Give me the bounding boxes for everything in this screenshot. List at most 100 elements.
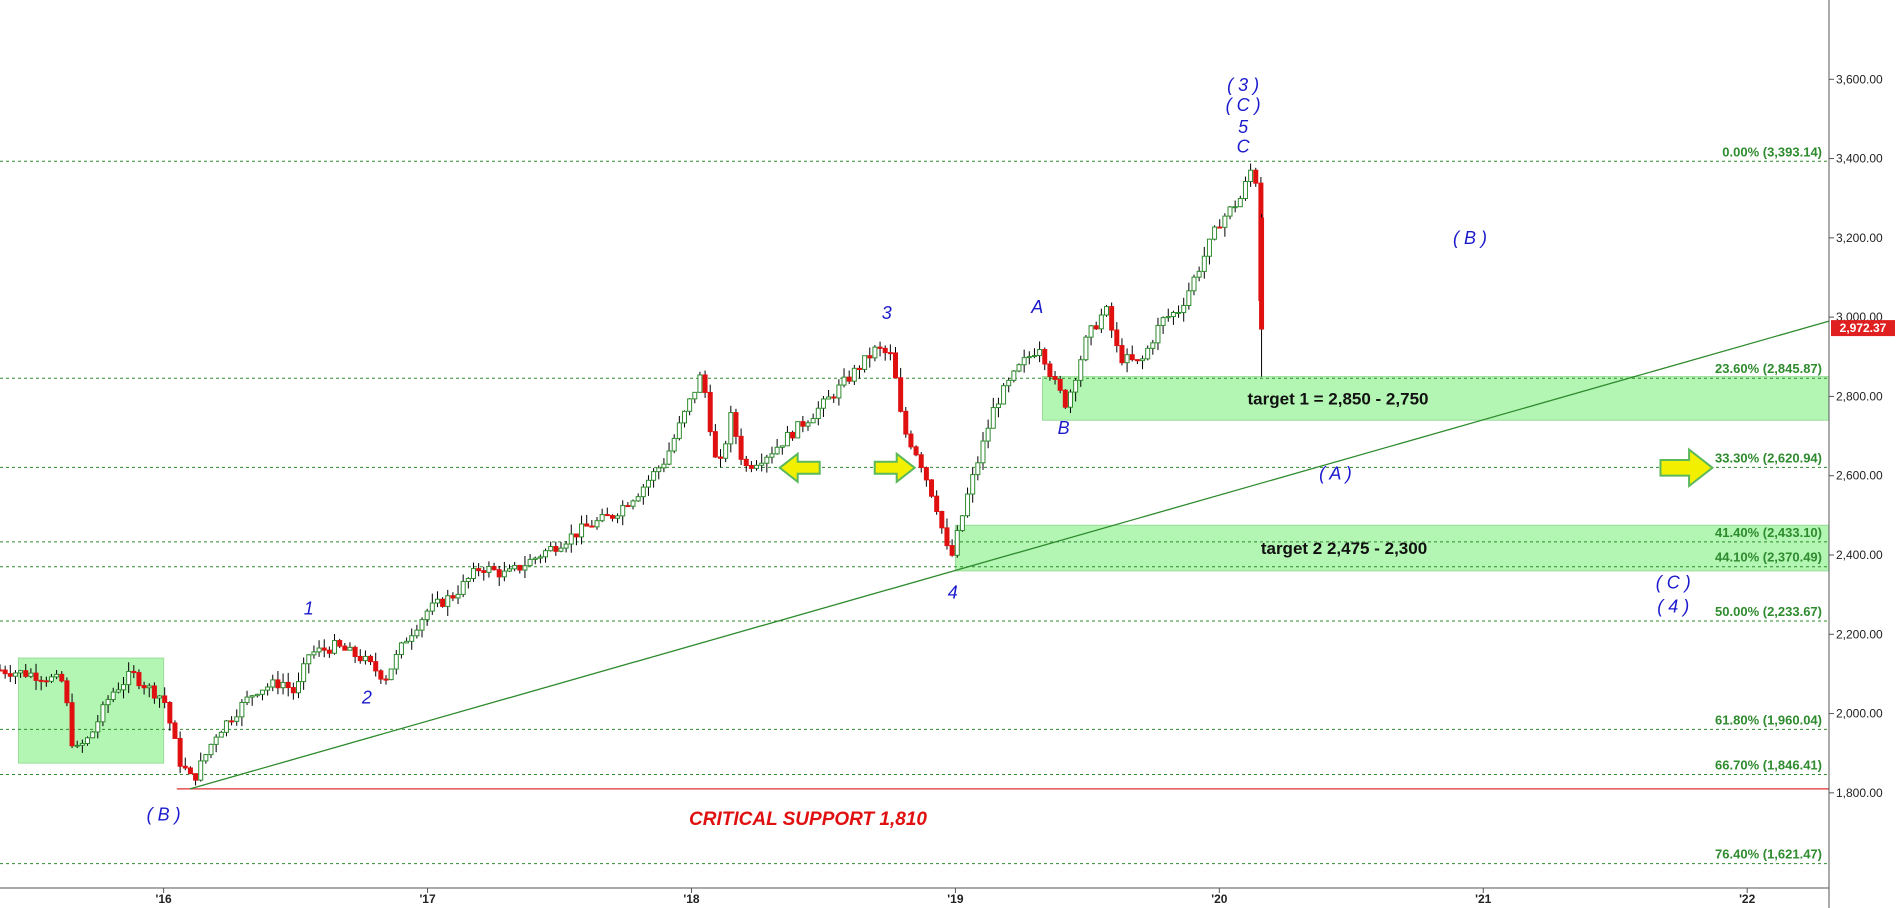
candle-body [615,515,621,519]
candle-body [1217,226,1223,229]
candle-body [1114,329,1120,347]
fib-label: 41.40% (2,433.10) [1715,525,1822,540]
candle-body [388,668,394,681]
candle-body [1026,356,1032,359]
candle-body [887,352,893,355]
target-zone [17,657,165,764]
critical-support: CRITICAL SUPPORT 1,810 [176,788,1829,830]
candle-body [491,566,497,571]
current-price-badge [1831,320,1895,337]
candle-body [573,533,579,538]
arrow-markers [778,447,1715,489]
support-label: CRITICAL SUPPORT 1,810 [689,809,927,830]
candle-body [470,568,476,580]
candle-body [985,427,991,442]
candle-body [90,731,96,739]
candle-body [84,737,90,745]
wave-label: ( 4 ) [1657,596,1689,616]
candle-body [440,598,446,607]
candle-body [944,527,950,547]
candle-body [105,699,111,706]
candle-body [1078,359,1084,381]
candle-body [692,391,698,400]
target-zone [1042,376,1830,421]
candle-body [543,550,549,558]
candle-body [321,647,327,651]
candle-body [651,471,657,481]
candle-body [347,646,353,651]
candle-body [295,681,301,694]
candle-body [892,352,898,379]
candle-body [383,678,389,681]
candle-body [1155,324,1161,344]
candle-body [326,649,332,654]
candle-body [424,610,430,621]
candle-body [337,640,343,647]
candle-body [1088,325,1094,338]
candle-body [187,767,193,775]
candle-body [157,695,163,699]
candle-body [74,744,80,747]
candle-body [507,568,513,572]
candle-body [779,445,785,448]
candle-body [193,773,199,781]
candle-body [136,672,142,687]
candle-body [198,760,204,781]
candle-body [280,681,286,689]
candle-body [975,462,981,476]
candle-body [12,672,18,677]
candle-body [532,557,538,560]
candle-body [594,520,600,528]
y-tick-label: 2,600.00 [1836,469,1883,483]
wave-label: ( A ) [1319,464,1352,484]
candle-body [501,570,507,578]
candle-body [404,640,410,644]
candle-body [1176,311,1182,314]
current-price-label: 2,972.37 [1840,321,1887,335]
candle-body [563,543,569,549]
candle-body [1206,238,1212,257]
candle-body [676,422,682,439]
candle-body [455,593,461,599]
candle-body [1191,276,1197,292]
candle-body [1057,378,1063,391]
candle-body [177,737,183,767]
x-tick-label: '18 [683,892,700,906]
candle-body [980,440,986,464]
candle-body [28,672,34,677]
candle-body [512,564,518,570]
candle-body [805,422,811,427]
candle-body [275,679,281,689]
candle-body [1062,389,1068,408]
candle-body [558,547,564,552]
candle-body [115,689,121,693]
candle-body [1222,215,1228,228]
candle-body [666,450,672,465]
y-tick-label: 2,400.00 [1836,548,1883,562]
candle-body [640,486,646,498]
wave-label: C [1237,137,1251,157]
candle-body [620,505,626,517]
candle-body [234,716,240,722]
candle-body [1212,226,1218,240]
candle-body [476,568,482,572]
target-zone [954,524,1830,572]
candle-body [398,642,404,655]
candle-body [18,670,24,674]
candle-body [754,464,760,469]
candle-body [630,500,636,507]
candle-body [882,347,888,354]
candle-body [43,680,49,683]
x-tick-label: '22 [1739,892,1756,906]
candle-body [728,412,734,445]
trendline [189,320,1830,790]
candle-body [918,454,924,469]
candle-body [1259,217,1265,330]
candle-body [54,673,60,678]
candle-body [316,647,322,653]
arrow-left-icon [778,451,821,484]
candle-body [712,431,718,458]
y-tick-label: 2,000.00 [1836,707,1883,721]
